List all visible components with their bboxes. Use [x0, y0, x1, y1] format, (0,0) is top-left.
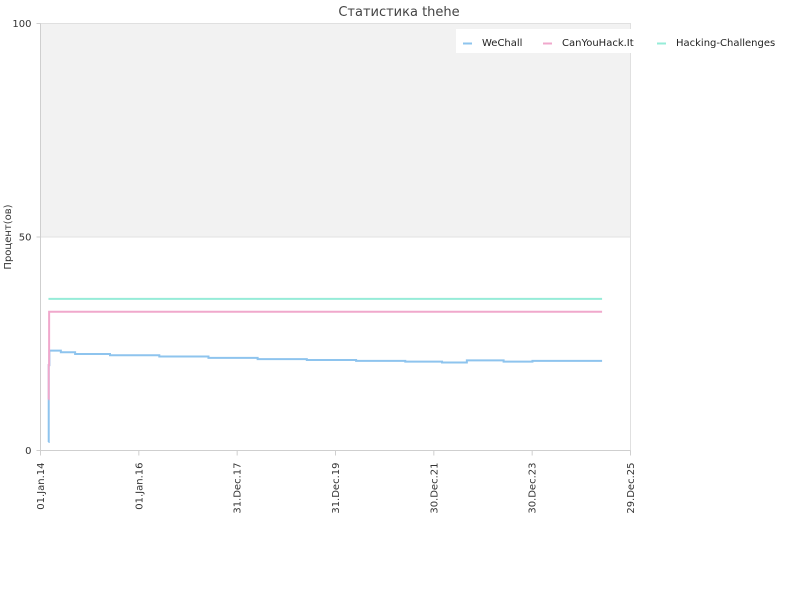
x-tick-label: 30.Dec.21 [429, 463, 440, 514]
x-tick-label: 01.Jan.14 [36, 463, 47, 510]
x-axis-ticks: 01.Jan.14 01.Jan.16 31.Dec.17 31.Dec.19 30.D… [36, 450, 637, 514]
chart-title: Статистика thehe [338, 5, 459, 20]
x-tick-label: 30.Dec.23 [528, 463, 539, 514]
y-tick-label: 0 [25, 446, 31, 457]
series-line-1 [47, 310, 603, 401]
x-tick-label: 01.Jan.16 [134, 463, 145, 510]
legend-label: Hacking-Challenges [676, 38, 775, 49]
series-line-0 [47, 349, 603, 443]
legend-label: WeChall [482, 38, 522, 49]
x-tick-label: 31.Dec.19 [331, 463, 342, 514]
y-axis-label: Процент(ов) [3, 204, 14, 269]
legend: WeChall CanYouHack.It Hacking-Challenges [456, 29, 786, 53]
x-tick-label: 29.Dec.25 [626, 463, 637, 514]
y-tick-label: 50 [19, 233, 32, 244]
x-tick-label: 31.Dec.17 [233, 463, 244, 514]
y-axis-ticks: 0 50 100 [12, 19, 41, 457]
legend-background [456, 29, 786, 53]
series-layer [47, 297, 603, 443]
legend-label: CanYouHack.It [562, 38, 634, 49]
y-tick-label: 100 [12, 19, 31, 30]
upper-band-background [40, 23, 631, 237]
